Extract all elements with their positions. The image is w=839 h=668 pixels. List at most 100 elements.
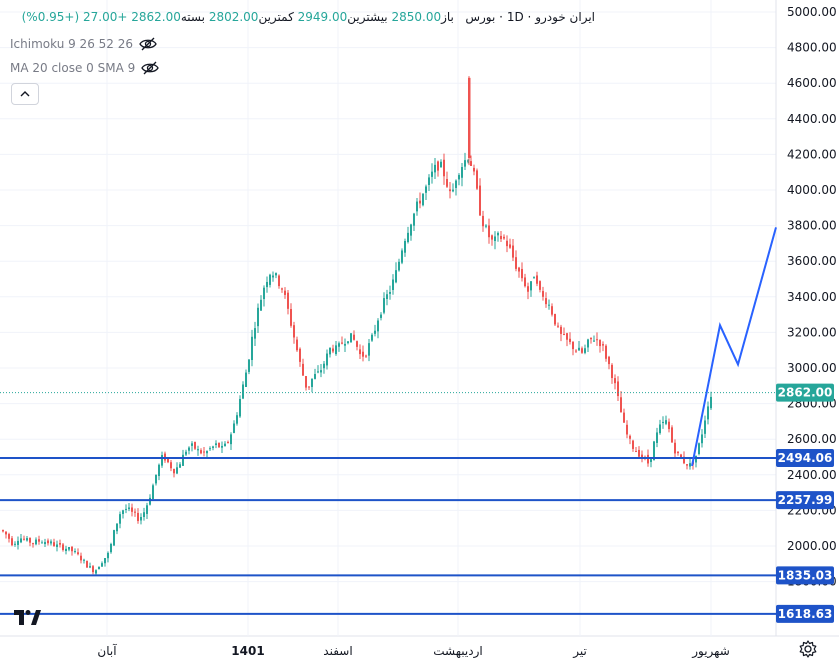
candle-body (224, 443, 226, 447)
candle-body (380, 314, 382, 318)
candle-body (701, 434, 703, 444)
y-tick-label: 4800.00 (787, 41, 837, 55)
candle (587, 338, 589, 352)
candle-body (623, 412, 625, 423)
candle-body (74, 551, 76, 553)
candle-body (212, 446, 214, 448)
candle (293, 321, 295, 344)
candle (419, 192, 421, 209)
legend-separator: · (527, 10, 532, 24)
indicator-ichimoku[interactable]: Ichimoku 9 26 52 26 (10, 37, 157, 51)
candle-body (608, 356, 610, 365)
eye-off-icon[interactable] (139, 37, 157, 51)
candle (686, 464, 688, 470)
candle (191, 441, 193, 452)
candle-body (470, 161, 472, 167)
candle-body (296, 339, 298, 351)
candle (416, 197, 418, 216)
candle (578, 341, 580, 351)
y-tick-label: 4000.00 (787, 183, 837, 197)
candle (455, 179, 457, 196)
candle (206, 450, 208, 458)
candle-body (542, 291, 544, 297)
candle-body (491, 235, 493, 240)
candle (68, 546, 70, 552)
candle (710, 391, 712, 410)
candle-body (374, 330, 376, 334)
y-tick-label: 4200.00 (787, 147, 837, 161)
candle (221, 441, 223, 454)
candle-body (659, 424, 661, 434)
candle-body (89, 566, 91, 568)
candle-body (539, 281, 541, 290)
candle (254, 321, 256, 347)
candle (566, 332, 568, 347)
candle-body (629, 435, 631, 439)
candle (305, 376, 307, 391)
candle-body (452, 189, 454, 192)
candle-body (638, 449, 640, 457)
candle-body (569, 338, 571, 342)
change-value: +27.00 (83, 10, 128, 24)
candle-body (566, 333, 568, 340)
candle (65, 545, 67, 555)
candle (665, 415, 667, 426)
candle (383, 292, 385, 315)
candle-body (326, 353, 328, 366)
candle-body (533, 277, 535, 279)
candle (443, 153, 445, 185)
x-tick-label: آبان (97, 643, 117, 658)
candle (50, 539, 52, 546)
candle-body (41, 542, 43, 544)
candle-body (197, 449, 199, 451)
candle-body (329, 347, 331, 355)
candle-body (599, 339, 601, 347)
candle-body (689, 463, 691, 467)
candle (80, 552, 82, 564)
settings-gear-icon[interactable] (799, 640, 817, 658)
candle-body (476, 170, 478, 189)
symbol-name[interactable]: ایران خودرو (535, 10, 595, 24)
candle-body (551, 306, 553, 315)
candle-body (371, 334, 373, 341)
candle (542, 286, 544, 301)
candle (353, 330, 355, 341)
horizontal-levels[interactable] (0, 457, 776, 615)
price-axis[interactable]: 1800.002000.002200.002400.002600.002800.… (787, 5, 837, 589)
candle-body (521, 268, 523, 279)
candle (266, 276, 268, 293)
collapse-legend-button[interactable] (11, 83, 39, 105)
candle-body (101, 563, 103, 567)
projection-trendline[interactable] (691, 227, 777, 467)
x-tick-label: اردیبهشت (433, 644, 482, 659)
candle-body (650, 459, 652, 462)
candle (509, 238, 511, 249)
tradingview-logo[interactable] (12, 606, 42, 628)
indicator-ma[interactable]: MA 20 close 0 SMA 9 (10, 61, 160, 75)
candle (482, 210, 484, 232)
last-price-label: 2862.00 (778, 386, 833, 400)
candle-body (653, 441, 655, 461)
candle (533, 276, 535, 279)
candle (71, 546, 73, 556)
candle (593, 335, 595, 343)
candle-body (422, 193, 424, 206)
candle-body (344, 343, 346, 346)
candle (74, 548, 76, 554)
candle (563, 327, 565, 336)
candle (581, 346, 583, 354)
high-label: بیشترین (347, 10, 388, 24)
candle (518, 266, 520, 278)
interval-label[interactable]: 1D (506, 10, 524, 24)
candle-body (248, 359, 250, 372)
eye-off-icon[interactable] (141, 61, 160, 75)
candle-body (113, 530, 115, 546)
candle-body (443, 159, 445, 177)
time-axis[interactable]: آبان 1401 اسفند اردیبهشت تیر شهریور (97, 643, 729, 659)
candle (179, 462, 181, 468)
y-tick-label: 4400.00 (787, 112, 837, 126)
candle-body (518, 267, 520, 272)
candle-body (356, 341, 358, 347)
candle-body (468, 77, 471, 158)
